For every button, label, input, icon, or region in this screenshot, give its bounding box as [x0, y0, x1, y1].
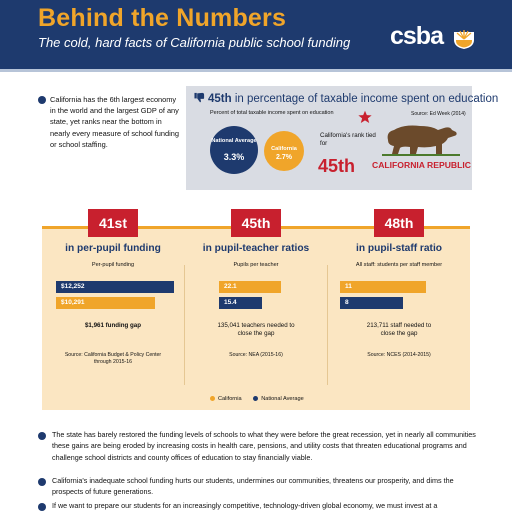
panel-source: Source: NCES (2014-2015) [367, 352, 431, 358]
rank-badge: 41st [88, 209, 138, 237]
thumbs-down-icon [194, 92, 205, 103]
rank-badge: 48th [374, 209, 424, 237]
intro-text: California has the 6th largest economy i… [50, 95, 179, 149]
legend-national: National Average [261, 396, 304, 402]
logo-text: csba [390, 22, 444, 50]
bar-california: 11 [340, 281, 426, 293]
panel-note: 135,041 teachers needed to close the gap [217, 322, 295, 337]
bullet-icon [38, 432, 46, 440]
national-legend-swatch [253, 396, 259, 402]
panel-pupil-staff-ratio: 48th in pupil-staff ratio All staff: stu… [328, 209, 470, 413]
paragraph: If we want to prepare our students for a… [52, 501, 438, 510]
page-title: Behind the Numbers [38, 4, 287, 32]
panel-note: 213,711 staff needed to close the gap [366, 322, 432, 337]
bar-california: $10,291 [56, 297, 155, 309]
panel-per-pupil-funding: 41st in per-pupil funding Per-pupil fund… [42, 209, 184, 413]
panel-divider [184, 265, 185, 385]
ranking-headline-text: in percentage of taxable income spent on… [231, 93, 499, 105]
grizzly-bear-icon [382, 125, 460, 156]
rank-badge: 45th [231, 209, 281, 237]
taxable-income-ranking: 45th in percentage of taxable income spe… [186, 86, 498, 190]
panel-note: $1,961 funding gap [84, 322, 142, 329]
legend-california: California [218, 396, 242, 402]
panel-divider [327, 265, 328, 385]
bar-label: $10,291 [61, 299, 85, 306]
flag-text: CALIFORNIA REPUBLIC [372, 160, 471, 170]
bullet-icon [38, 503, 46, 511]
california-circle: California 2.7% [264, 131, 304, 171]
national-average-circle: National Average 3.3% [210, 126, 258, 174]
csba-logo: csba [390, 22, 480, 52]
panel-title: in pupil-staff ratio [355, 243, 443, 254]
red-star-icon [358, 110, 372, 124]
national-average-label: National Average [211, 138, 257, 144]
california-circle-value: 2.7% [276, 154, 292, 161]
bar-label: 11 [345, 283, 352, 290]
ranking-subtitle: Percent of total taxable income spent on… [210, 110, 334, 116]
paragraph: California's inadequate school funding h… [52, 476, 454, 497]
bar-national-average: $12,252 [56, 281, 174, 293]
bar-label: $12,252 [61, 283, 85, 290]
ranking-headline: 45th in percentage of taxable income spe… [194, 92, 498, 105]
page-subtitle: The cold, hard facts of California publi… [38, 35, 351, 50]
legend: California National Average [210, 396, 304, 402]
rankings-panels: 41st in per-pupil funding Per-pupil fund… [42, 209, 470, 413]
panel-title: in per-pupil funding [65, 243, 161, 254]
rank-tie-text: California's rank tied for [320, 132, 376, 147]
paragraph: The state has barely restored the fundin… [52, 430, 476, 462]
bar-national-average: 15.4 [219, 297, 262, 309]
rank-value: 45th [318, 156, 356, 176]
ranking-source: Source: Ed Week (2014) [411, 111, 466, 117]
california-legend-swatch [210, 396, 215, 402]
panel-subtitle: All staff: students per staff member [355, 262, 443, 268]
bar-label: 8 [345, 299, 349, 306]
header: Behind the Numbers The cold, hard facts … [0, 0, 512, 72]
bullet-icon [38, 96, 46, 104]
bullet-icon [38, 478, 46, 486]
panel-source: Source: NEA (2015-16) [229, 352, 283, 358]
bar-label: 22.1 [224, 283, 237, 290]
panel-title: in pupil-teacher ratios [202, 243, 310, 254]
bar-label: 15.4 [224, 299, 237, 306]
panel-pupil-teacher-ratio: 45th in pupil-teacher ratios Pupils per … [185, 209, 327, 413]
bar-national-average: 8 [340, 297, 403, 309]
ranking-headline-rank: 45th [208, 93, 232, 105]
national-average-value: 3.3% [223, 152, 245, 162]
panel-subtitle: Pupils per teacher [233, 262, 279, 268]
california-circle-label: California [271, 146, 297, 152]
sunburst-shield-icon [454, 30, 474, 49]
panel-source: Source: California Budget & Policy Cente… [64, 352, 162, 365]
bar-california: 22.1 [219, 281, 281, 293]
panel-subtitle: Per-pupil funding [91, 262, 135, 268]
